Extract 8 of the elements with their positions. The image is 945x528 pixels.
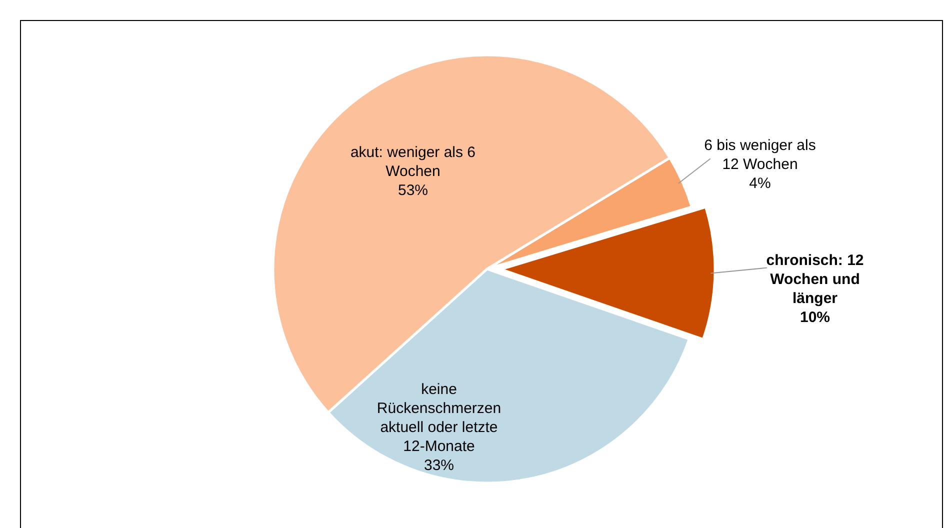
slice-label: keine Rückenschmerzen aktuell oder letzte 12-Monate (376, 381, 502, 455)
slice-label: chronisch: 12 Wochen und länger (766, 252, 864, 307)
slice-label: 6 bis weniger als 12 Wochen (704, 137, 816, 173)
data-label: 10% (800, 309, 830, 326)
data-label: 4% (749, 175, 771, 192)
data-label: 33% (424, 457, 454, 474)
slice-label: akut: weniger als 6 Wochen (350, 144, 476, 180)
data-label: 53% (398, 182, 428, 199)
